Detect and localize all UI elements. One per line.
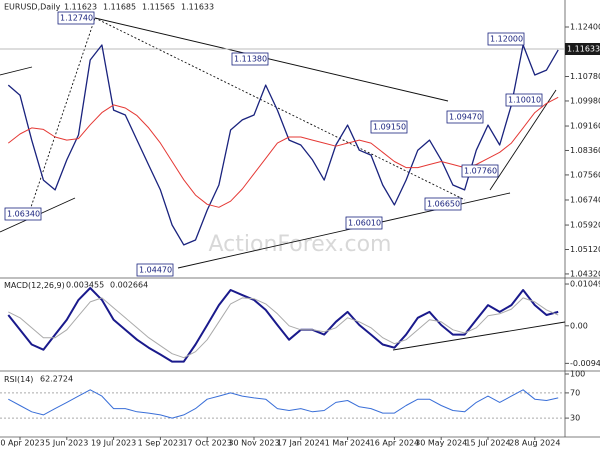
price-annotation: 1.04470 (136, 263, 174, 277)
price-annotation: 1.06340 (4, 207, 42, 221)
annotation-box (424, 197, 462, 211)
indicator-name: MACD(12,26,9) (4, 281, 65, 290)
y-tick-label: 1.10780 (570, 72, 600, 81)
x-tick-label: 17 Oct 2023 (182, 439, 231, 448)
annotation-label: 1.10010 (508, 96, 541, 105)
chart-title: EURUSD,Daily (4, 3, 61, 12)
indicator-name: RSI(14) (4, 375, 33, 384)
x-tick-label: 20 Apr 2023 (0, 439, 45, 448)
series-line (8, 389, 559, 419)
x-tick-label: 30 Nov 2023 (228, 439, 279, 448)
y-tick-label: 1.05120 (570, 245, 600, 254)
annotation-box (136, 263, 174, 277)
price-annotation: 1.09150 (370, 120, 408, 134)
price-annotation: 1.06010 (345, 216, 383, 230)
header-value: 0.003455 (66, 281, 104, 290)
annotation-label: 1.09150 (373, 123, 406, 132)
price-annotation: 1.10010 (505, 93, 543, 107)
current-price-label: 1.11633 (567, 45, 600, 54)
y-tick-label: 1.07560 (570, 170, 600, 179)
x-tick-label: 28 Aug 2024 (509, 439, 560, 448)
header-value: 62.2724 (40, 375, 73, 384)
header-value: 1.11685 (103, 3, 136, 12)
y-tick-label: 1.09980 (570, 96, 600, 105)
header-value: 1.11565 (142, 3, 175, 12)
price-annotation: 1.06650 (424, 197, 462, 211)
y-tick-label: 1.05920 (570, 221, 600, 230)
annotation-label: 1.04470 (139, 266, 172, 275)
y-tick-label: 70 (570, 388, 580, 397)
y-tick-label: 1.06740 (570, 195, 600, 204)
y-tick-label: 1.04320 (570, 269, 600, 278)
trendline (29, 17, 96, 211)
y-tick-label: 1.12400 (570, 23, 600, 32)
annotation-label: 1.11380 (234, 55, 267, 64)
trendline (489, 89, 557, 191)
x-tick-label: 30 May 2024 (415, 439, 467, 448)
annotation-label: 1.07760 (464, 167, 497, 176)
x-tick-label: 1 Sep 2023 (138, 439, 184, 448)
annotation-label: 1.12740 (60, 14, 93, 23)
price-annotation: 1.12000 (487, 32, 525, 46)
annotation-label: 1.09470 (449, 113, 482, 122)
y-tick-label: 1.08360 (570, 146, 600, 155)
annotation-box (345, 216, 383, 230)
y-tick-label: -0.009435 (570, 359, 600, 368)
y-tick-label: 30 (570, 414, 580, 423)
y-tick-label: 100 (570, 370, 585, 379)
annotation-box (461, 164, 499, 178)
price-annotation: 1.12740 (57, 11, 95, 25)
annotation-label: 1.06010 (348, 219, 381, 228)
annotation-box (487, 32, 525, 46)
panel-title: MACD(12,26,9) (4, 281, 65, 290)
trendline (0, 66, 33, 76)
watermark: ActionForex.com (209, 232, 392, 257)
x-tick-label: 16 Apr 2024 (370, 439, 419, 448)
y-tick-label: 0.01049 (570, 280, 600, 289)
x-tick-label: 17 Jan 2024 (277, 439, 325, 448)
annotation-box (231, 52, 269, 66)
panel-title: RSI(14) (4, 375, 33, 384)
price-annotation: 1.11380 (231, 52, 269, 66)
trendline (392, 321, 566, 351)
annotation-box (57, 11, 95, 25)
annotation-box (4, 207, 42, 221)
header-value: 0.002664 (110, 281, 148, 290)
header-value: 1.11633 (181, 3, 214, 12)
y-tick-label: 0.00 (570, 321, 588, 330)
trendline (94, 17, 449, 102)
x-tick-label: 5 Jun 2023 (45, 439, 88, 448)
x-tick-label: 1 Mar 2024 (325, 439, 371, 448)
panel-frames (0, 0, 600, 438)
price-annotation: 1.09470 (446, 110, 484, 124)
annotation-box (505, 93, 543, 107)
annotation-label: 1.12000 (490, 35, 523, 44)
current-price-box (565, 43, 600, 55)
annotation-label: 1.06340 (7, 210, 40, 219)
annotation-box (370, 120, 408, 134)
price-annotation: 1.07760 (461, 164, 499, 178)
series-line (8, 297, 559, 359)
x-tick-label: 15 Jul 2024 (465, 439, 510, 448)
series-line (7, 44, 559, 246)
annotation-label: 1.06650 (427, 200, 460, 209)
x-tick-label: 19 Jul 2023 (91, 439, 136, 448)
trendline (94, 17, 466, 201)
header-value: 1.11623 (64, 3, 97, 12)
y-tick-label: 1.09160 (570, 122, 600, 131)
annotation-box (446, 110, 484, 124)
